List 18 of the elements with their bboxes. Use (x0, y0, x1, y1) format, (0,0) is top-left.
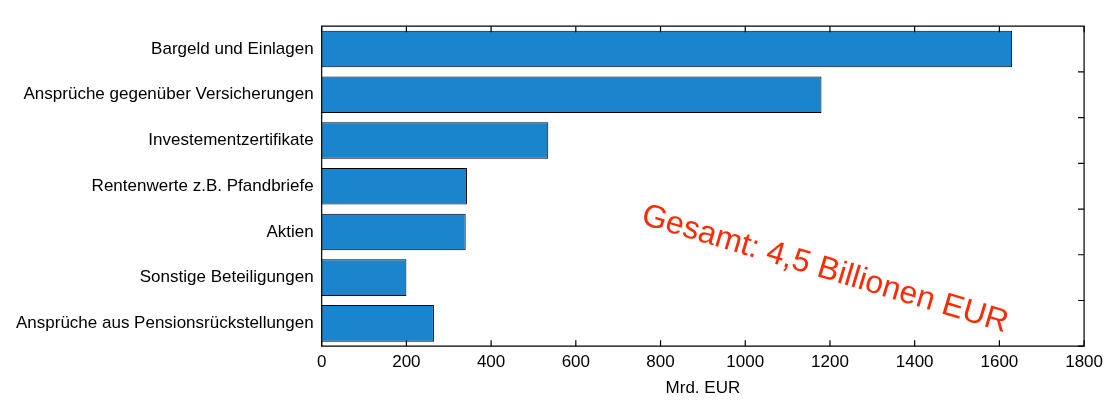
x-tick-label: 400 (476, 352, 506, 372)
x-tick-label: 1800 (1065, 352, 1103, 372)
y-tick-label: Bargeld und Einlagen (151, 38, 314, 58)
y-tick-label: Investementzertifikate (148, 130, 314, 150)
x-tick-label: 1000 (726, 352, 765, 372)
x-tick-label: 200 (392, 352, 421, 372)
x-tick-label: 0 (316, 352, 327, 372)
y-tick-label: Sonstige Beteiligungen (139, 267, 314, 287)
x-tick-label: 1200 (811, 352, 849, 372)
x-tick-label: 1600 (980, 352, 1019, 372)
x-axis-title: Mrd. EUR (665, 378, 741, 398)
x-tick-label: 1400 (895, 352, 934, 372)
y-tick-label: Aktien (266, 221, 314, 241)
x-tick-label: 800 (646, 352, 675, 372)
y-tick-label: Ansprüche gegenüber Versicherungen (23, 84, 314, 104)
y-tick-label: Ansprüche aus Pensionsrückstellungen (16, 313, 314, 333)
x-tick-label: 600 (561, 352, 591, 372)
y-tick-label: Rentenwerte z.B. Pfandbriefe (91, 175, 314, 195)
